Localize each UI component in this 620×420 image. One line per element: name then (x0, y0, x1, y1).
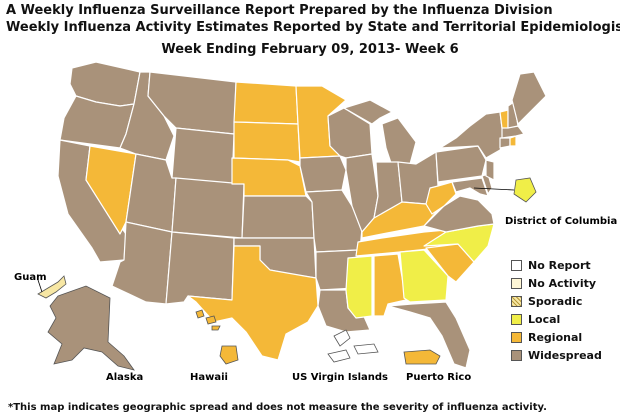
state-west-virginia[interactable] (425, 181, 457, 215)
state-colorado[interactable] (171, 177, 245, 239)
report-title-line1: A Weekly Influenza Surveillance Report P… (6, 3, 553, 18)
state-alabama[interactable] (373, 253, 407, 317)
legend-item-sporadic: Sporadic (511, 292, 602, 310)
dc-connector-line (473, 187, 515, 191)
territory-us-virgin-islands-2[interactable] (327, 349, 351, 363)
legend-item-regional: Regional (511, 328, 602, 346)
territory-us-virgin-islands-3[interactable] (353, 343, 379, 355)
legend-swatch-sporadic (511, 295, 522, 307)
state-iowa[interactable] (299, 155, 347, 193)
state-new-hampshire[interactable] (507, 101, 519, 129)
map-footnote: *This map indicates geographic spread an… (8, 402, 547, 413)
report-title-line2: Weekly Influenza Activity Estimates Repo… (6, 20, 620, 35)
state-nevada[interactable] (85, 145, 137, 235)
state-maine[interactable] (511, 71, 547, 125)
legend-item-local: Local (511, 310, 602, 328)
legend-swatch-local (511, 313, 522, 325)
legend-item-no-report: No Report (511, 256, 602, 274)
legend-item-no-activity: No Activity (511, 274, 602, 292)
state-texas[interactable] (187, 245, 319, 361)
state-new-mexico[interactable] (165, 231, 235, 305)
state-pennsylvania[interactable] (435, 145, 487, 183)
activity-legend: No Report No Activity Sporadic Local Reg… (511, 256, 602, 364)
district-of-columbia-inset[interactable] (513, 177, 537, 203)
state-virginia[interactable] (423, 195, 495, 233)
state-wyoming[interactable] (171, 127, 235, 185)
alaska-label: Alaska (106, 372, 143, 383)
state-hawaii-island-4[interactable] (219, 345, 239, 365)
state-florida[interactable] (387, 301, 471, 369)
legend-swatch-no-report (511, 259, 522, 271)
state-maryland[interactable] (451, 177, 489, 197)
legend-item-widespread: Widespread (511, 346, 602, 364)
us-virgin-islands-label: US Virgin Islands (292, 372, 388, 383)
hawaii-label: Hawaii (190, 372, 228, 383)
legend-label-local: Local (528, 312, 561, 326)
state-hawaii-island-1[interactable] (195, 309, 205, 319)
legend-swatch-regional (511, 331, 522, 343)
state-vermont[interactable] (499, 109, 509, 129)
legend-swatch-no-activity (511, 277, 522, 289)
state-rhode-island[interactable] (509, 135, 517, 147)
state-south-dakota[interactable] (233, 121, 301, 163)
legend-label-no-activity: No Activity (528, 276, 597, 290)
territory-guam[interactable] (37, 275, 67, 299)
legend-label-widespread: Widespread (528, 348, 602, 362)
state-connecticut[interactable] (499, 137, 511, 149)
territory-us-virgin-islands-1[interactable] (333, 329, 351, 347)
state-hawaii-island-2[interactable] (205, 315, 217, 325)
guam-connector-line (37, 279, 43, 293)
state-mississippi[interactable] (345, 255, 373, 319)
state-alaska[interactable] (47, 285, 135, 371)
legend-swatch-widespread (511, 349, 522, 361)
dc-label: District of Columbia (505, 216, 617, 227)
state-kansas[interactable] (241, 195, 315, 239)
puerto-rico-label: Puerto Rico (406, 372, 471, 383)
legend-label-regional: Regional (528, 330, 583, 344)
territory-puerto-rico[interactable] (403, 349, 441, 365)
state-north-dakota[interactable] (233, 81, 299, 125)
guam-label: Guam (14, 272, 47, 283)
state-hawaii-island-3[interactable] (211, 325, 221, 331)
state-georgia[interactable] (399, 249, 449, 303)
legend-label-no-report: No Report (528, 258, 591, 272)
week-heading: Week Ending February 09, 2013- Week 6 (161, 42, 459, 57)
state-new-jersey[interactable] (485, 159, 495, 181)
legend-label-sporadic: Sporadic (528, 294, 583, 308)
